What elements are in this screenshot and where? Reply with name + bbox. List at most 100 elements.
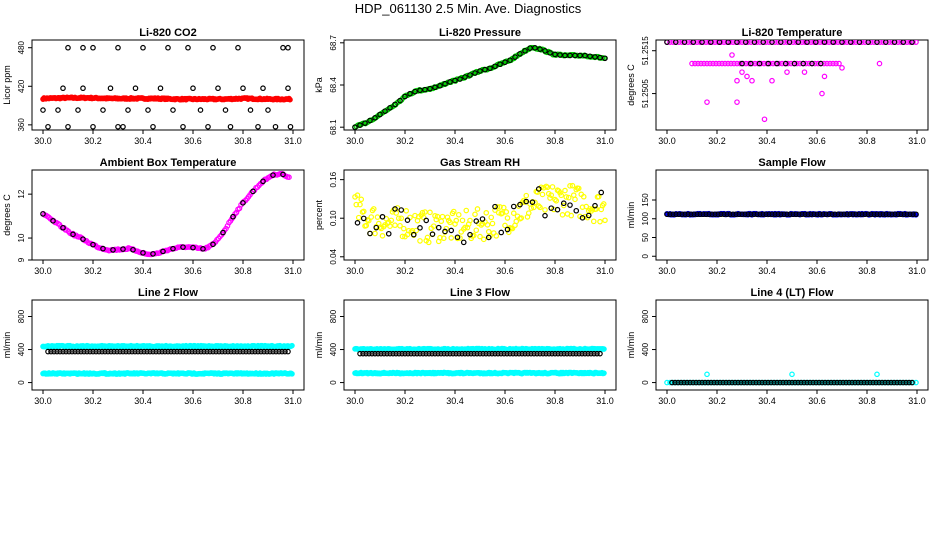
y-tick-label: 0 (641, 380, 650, 385)
data-point (570, 350, 576, 357)
plot-frame (655, 39, 929, 131)
data-point (702, 379, 708, 386)
data-point (575, 185, 582, 192)
data-point (510, 203, 517, 210)
data-point (372, 230, 378, 237)
data-point (563, 194, 570, 200)
data-point (691, 211, 697, 218)
data-point (440, 235, 447, 242)
data-point (802, 211, 808, 218)
data-point (747, 379, 753, 386)
data-point (457, 235, 463, 241)
data-point (823, 211, 829, 218)
data-point (681, 379, 687, 386)
data-point (803, 60, 809, 67)
data-point (267, 348, 273, 355)
data-point (450, 208, 457, 215)
data-point (129, 348, 135, 355)
data-point (523, 192, 530, 199)
data-point (222, 348, 228, 355)
data-point (868, 211, 874, 218)
data-point (280, 44, 286, 51)
data-point (811, 211, 817, 218)
data-point (552, 350, 558, 357)
data-point (689, 60, 695, 67)
data-point (125, 107, 131, 113)
data-point (422, 86, 428, 93)
y-tick-label: 800 (17, 309, 26, 323)
data-point (255, 123, 261, 130)
data-point (543, 350, 549, 357)
y-tick-label: 0.10 (329, 210, 338, 226)
data-point (114, 348, 120, 355)
data-point (598, 189, 605, 196)
x-tick-label: 30.8 (234, 266, 252, 276)
data-point (831, 379, 837, 386)
data-point (829, 211, 835, 218)
data-point (748, 40, 754, 45)
data-point (749, 77, 755, 84)
data-point (804, 379, 810, 386)
data-point (502, 222, 508, 229)
data-point (282, 348, 288, 355)
data-point (711, 379, 717, 386)
data-point (486, 350, 492, 357)
data-point (363, 350, 369, 357)
data-point (540, 350, 546, 357)
data-point (679, 40, 685, 45)
data-point (355, 214, 362, 221)
data-point (395, 215, 402, 222)
data-point (215, 85, 221, 92)
data-point (856, 40, 863, 45)
data-point (107, 85, 114, 92)
data-point (60, 224, 66, 231)
data-point (285, 85, 291, 92)
data-point (824, 60, 830, 67)
data-point (225, 348, 231, 355)
data-point (733, 211, 739, 218)
data-point (126, 348, 132, 355)
data-point (45, 123, 51, 130)
data-point (504, 215, 511, 221)
data-point (789, 371, 795, 378)
data-point (544, 184, 551, 191)
y-tick-label: 0.16 (329, 171, 338, 187)
x-tick-label: 30.4 (446, 396, 464, 406)
plot-frame (31, 299, 305, 391)
data-point (799, 211, 805, 218)
data-point (408, 350, 414, 357)
data-point (670, 40, 676, 45)
data-point (742, 40, 749, 45)
data-point (147, 348, 153, 355)
data-point (812, 40, 819, 45)
data-point (597, 54, 603, 61)
data-point (672, 379, 678, 386)
data-point (684, 379, 690, 386)
y-tick-label: 420 (17, 79, 26, 93)
data-point (847, 211, 853, 218)
data-point (51, 348, 57, 355)
data-point (265, 107, 271, 113)
data-point (664, 40, 670, 45)
data-point (739, 60, 745, 67)
x-tick-label: 31.0 (908, 266, 926, 276)
data-point (567, 183, 573, 189)
data-point (885, 379, 891, 386)
data-point (413, 227, 420, 234)
data-point (150, 348, 156, 355)
plot-panel: Gas Stream RH percent 30.0 30.2 30.4 30.6 30.8… (314, 157, 617, 276)
y-tick-label: 68.1 (329, 119, 338, 135)
data-point (774, 60, 780, 67)
y-tick-label: 0 (17, 380, 26, 385)
data-point (220, 229, 226, 236)
data-point (513, 218, 520, 225)
data-point (672, 40, 679, 45)
data-point (801, 379, 807, 386)
data-point (537, 350, 543, 357)
data-point (407, 90, 413, 97)
data-point (247, 107, 254, 113)
x-tick-label: 30.6 (496, 396, 514, 406)
data-point (429, 231, 436, 237)
data-point (454, 234, 461, 241)
data-point (100, 245, 106, 252)
